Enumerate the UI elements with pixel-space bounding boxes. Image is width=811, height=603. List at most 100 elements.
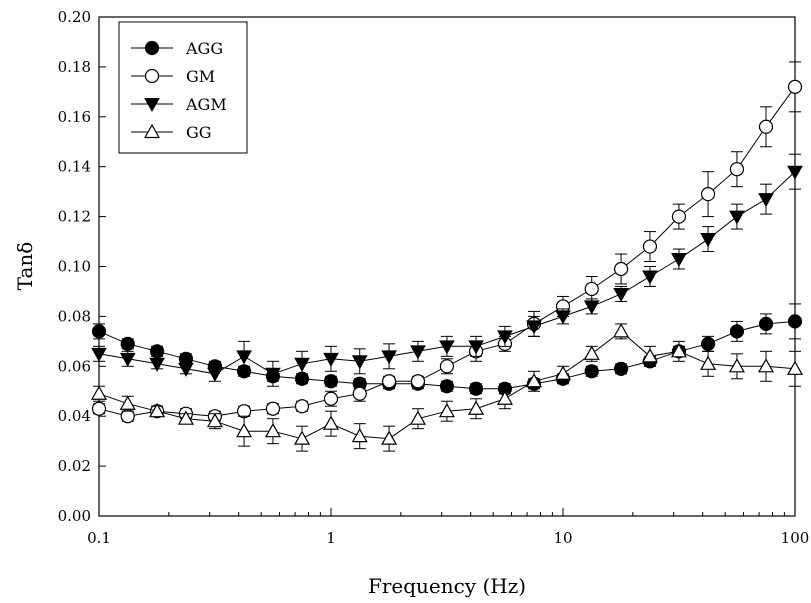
data-point — [526, 320, 542, 335]
data-point — [584, 281, 599, 297]
data-point — [787, 165, 803, 180]
data-point — [91, 401, 107, 416]
data-point — [294, 357, 310, 372]
data-point — [381, 350, 397, 365]
y-tick-label: 0.00 — [58, 507, 91, 525]
data-point — [149, 402, 166, 418]
legend-marker — [143, 123, 161, 139]
data-point — [700, 355, 717, 370]
series-agm — [91, 153, 803, 387]
data-point — [177, 410, 194, 425]
data-point — [642, 239, 658, 254]
data-point — [496, 390, 513, 405]
data-point — [265, 367, 281, 382]
data-point — [758, 193, 774, 208]
data-point — [323, 374, 339, 389]
data-point — [149, 357, 165, 372]
data-point — [729, 162, 745, 177]
data-point — [91, 324, 107, 339]
data-point — [700, 187, 716, 202]
y-tick-label: 0.20 — [58, 8, 91, 26]
data-point — [670, 343, 687, 358]
y-tick-label: 0.14 — [58, 158, 91, 176]
legend: AGG GM AGM GG — [118, 21, 248, 154]
data-point — [758, 119, 774, 134]
x-tick-label: 0.1 — [87, 529, 111, 547]
data-point — [323, 391, 339, 406]
legend-box — [118, 21, 248, 154]
data-point — [787, 314, 803, 329]
data-point — [613, 261, 629, 277]
legend-label: GM — [186, 67, 215, 86]
y-tick-label: 0.12 — [58, 208, 91, 226]
x-axis: 0.1 1 10 100 — [87, 508, 809, 547]
data-point — [583, 345, 600, 360]
legend-marker — [144, 98, 160, 113]
data-point — [439, 340, 455, 355]
x-tick-label: 1 — [326, 529, 336, 547]
data-point — [439, 379, 455, 394]
data-point — [381, 430, 398, 445]
data-point — [439, 359, 455, 374]
legend-label: GG — [186, 123, 212, 142]
y-tick-label: 0.18 — [58, 58, 91, 76]
data-point — [352, 386, 367, 401]
data-point — [671, 209, 687, 224]
data-point — [613, 287, 629, 302]
legend-marker — [144, 68, 160, 84]
y-axis-title: Tanδ — [13, 242, 37, 291]
legend-label: AGG — [185, 39, 223, 58]
data-point — [294, 399, 310, 414]
x-tick-label: 10 — [553, 529, 572, 547]
data-point — [91, 347, 107, 362]
legend-label: AGM — [185, 95, 227, 114]
data-point — [787, 79, 803, 94]
data-point — [758, 316, 774, 331]
data-point — [728, 358, 745, 373]
data-point — [641, 348, 658, 363]
data-point — [265, 401, 281, 416]
data-point — [264, 422, 281, 438]
y-tick-label: 0.08 — [58, 307, 91, 325]
data-point — [613, 323, 630, 338]
data-point — [119, 352, 136, 367]
data-point — [293, 430, 311, 445]
data-point — [671, 253, 687, 268]
y-tick-label: 0.04 — [58, 407, 91, 425]
y-tick-label: 0.10 — [58, 258, 91, 276]
data-point — [468, 340, 484, 355]
y-axis: 0.00 0.02 0.04 0.06 0.08 0.10 0.12 0.14 0.16 0.18… — [58, 8, 106, 525]
data-point — [525, 373, 543, 388]
data-point — [497, 330, 513, 345]
data-point — [583, 300, 600, 315]
data-point — [119, 395, 136, 410]
data-point — [178, 362, 194, 377]
data-point — [786, 360, 804, 375]
data-point — [323, 352, 339, 367]
y-tick-label: 0.16 — [58, 108, 91, 126]
data-point — [468, 381, 484, 396]
x-tick-label: 100 — [781, 529, 810, 547]
y-tick-label: 0.06 — [58, 357, 91, 375]
data-point — [613, 361, 629, 376]
data-point — [236, 422, 253, 438]
data-point — [554, 365, 572, 380]
y-tick-label: 0.02 — [58, 457, 91, 475]
series-gg — [90, 323, 804, 452]
data-point — [729, 210, 745, 225]
data-point — [555, 310, 571, 325]
data-point — [409, 410, 426, 425]
series-layer — [90, 61, 804, 452]
data-point — [236, 350, 252, 365]
data-point — [700, 336, 716, 351]
data-point — [410, 374, 426, 389]
data-point — [584, 364, 599, 379]
data-point — [149, 344, 165, 359]
data-point — [729, 324, 745, 339]
legend-marker — [144, 40, 160, 56]
data-point — [90, 385, 108, 400]
data-point — [381, 374, 397, 389]
data-point — [642, 270, 658, 285]
data-point — [468, 400, 485, 415]
